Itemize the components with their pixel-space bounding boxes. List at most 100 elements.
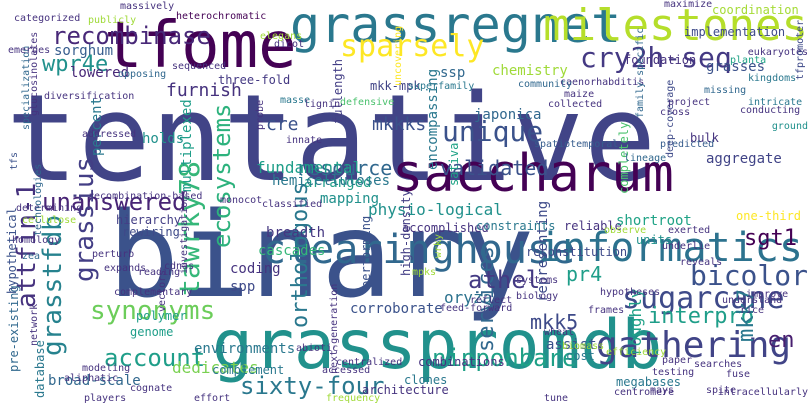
word-fuse: fuse [726, 370, 750, 380]
word-underlie: underlie [662, 242, 710, 252]
word-breadth: breadth [266, 226, 325, 240]
word-clones: clones [404, 374, 447, 386]
word-network: network [30, 304, 40, 346]
word-performing: performing [360, 216, 372, 288]
word-spp: spp [230, 280, 255, 294]
word-categorized: categorized [14, 14, 80, 24]
word-zea: zea [22, 252, 40, 262]
word-lineage: lineage [624, 154, 666, 164]
word-complement: complement [212, 364, 284, 376]
word-three-fold: three-fold [218, 74, 290, 86]
word-mpks: mpks [412, 268, 436, 278]
word-probe: probe [256, 100, 266, 130]
word-cross: cross [660, 108, 690, 118]
word-modeling: modeling [82, 364, 130, 374]
word-biology: biology [516, 292, 558, 302]
word-systems: systems [516, 276, 558, 286]
word-addressed: addressed [82, 130, 136, 140]
word-constraints: constraints [476, 220, 555, 232]
word-hypotheses: hypotheses [600, 288, 660, 298]
word-monocot: monocot [220, 196, 262, 206]
word-dicot: dicot [274, 40, 304, 50]
word-japonica: japonica [474, 108, 541, 122]
word-ground: ground [772, 122, 808, 132]
word-kingdoms: kingdoms [748, 74, 796, 84]
word-combinations: combinations [418, 356, 505, 368]
word-improve: improve [746, 290, 788, 300]
word-hypothetical: hypothetical [6, 207, 18, 294]
word-sgt1: sgt1 [744, 228, 797, 250]
word-lignin: lignin [304, 100, 340, 110]
word-maximize: maximize [664, 0, 712, 10]
word-cre: cre [266, 116, 299, 134]
word-high-density: high-density [400, 189, 412, 276]
word-biomass: biomass [562, 342, 604, 352]
word-superfamily: superfamily [408, 82, 474, 92]
word-complementary: complementary [114, 288, 192, 298]
word-accessed: accessed [322, 366, 370, 376]
word-defensive: defensive [340, 98, 394, 108]
word-pre-existing: pre-existing [8, 285, 20, 372]
word-reflect: reflect [470, 296, 512, 306]
word-fullength: fullength [332, 59, 344, 124]
word-aggregate: aggregate [706, 152, 782, 166]
word-uncovering: uncovering [394, 26, 404, 86]
word-implementation: implementation [684, 26, 785, 38]
word-effort: effort [194, 394, 230, 404]
word-mkkks: mkkks [372, 116, 426, 134]
word-multiplexed: multiplexed [180, 99, 194, 192]
word-family-specific: family-specific [636, 28, 646, 118]
word-perturb: perturb [92, 250, 134, 260]
word-environments: environments [194, 342, 295, 356]
word-en: en [768, 330, 795, 352]
word-holds: holds [142, 132, 184, 146]
word-spatiotemporal: spatiotemporal [534, 140, 618, 150]
word-rice: rice [740, 306, 764, 316]
word-intracellularly: intracellularly [718, 388, 808, 398]
word-missing: missing [704, 86, 746, 96]
word-collected: collected [548, 100, 602, 110]
word-observe: observe [604, 226, 646, 236]
word-emerges: emerges [8, 46, 50, 56]
word-roughly: roughly [628, 289, 644, 356]
word-pr4: pr4 [566, 264, 602, 284]
word-reconstitution: reconstitution [526, 246, 627, 258]
word-genome: genome [130, 326, 173, 338]
word-classified: classified [262, 200, 322, 210]
word-players: players [84, 394, 126, 404]
word-cellulose: cellulose [22, 216, 76, 226]
word-massively: massively [120, 2, 174, 12]
word-paper: paper [662, 356, 692, 366]
word-sativa: sativa [448, 143, 460, 186]
word-efficiency: efficiency [606, 348, 666, 358]
word-investigations: investigations [180, 190, 190, 274]
word-community: community [518, 80, 572, 90]
word-publicly: publicly [88, 16, 136, 26]
word-coding: coding [230, 262, 281, 276]
word-sparsely: sparsely [340, 32, 485, 62]
word-aliphatic: aliphatic [64, 374, 118, 384]
word-one-third: one-third [736, 210, 801, 222]
word-wrky: wrky [434, 234, 444, 258]
word-chemistry: chemistry [492, 64, 568, 78]
word-innate: innate [286, 136, 322, 146]
word-frames: frames [588, 306, 624, 316]
word-cognate: cognate [130, 384, 172, 394]
word-physio-logical: physio-logical [368, 202, 503, 218]
word-deep-coverage: deep-coverage [666, 80, 676, 158]
word-centromere: centromere [614, 388, 674, 398]
word-tfpromoter: tfpromoter [796, 20, 806, 80]
word-reveals: reveals [680, 258, 722, 268]
word-homology: homology [12, 236, 60, 246]
word-corroborate: corroborate [350, 302, 443, 316]
word-maize: maize [564, 90, 594, 100]
word-sorghum: sorghum [54, 44, 113, 58]
word-technologies: technologies [34, 164, 44, 236]
word-wheat: wheat [544, 328, 574, 338]
word-exerted: exerted [668, 226, 710, 236]
word-rewiring: rewiring [122, 226, 180, 238]
word-ssp: ssp [440, 66, 465, 80]
word-intricate: intricate [748, 98, 802, 108]
word-diversification: diversification [44, 92, 134, 102]
word-frequency: frequency [326, 394, 380, 404]
